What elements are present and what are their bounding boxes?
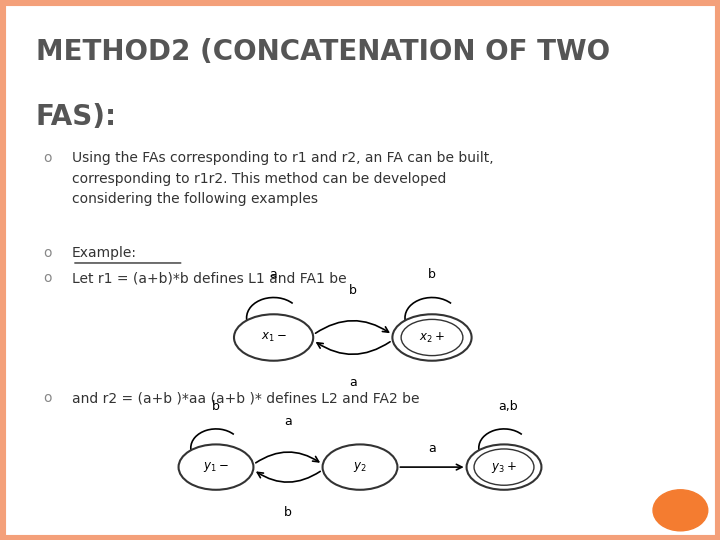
Text: o: o xyxy=(43,271,52,285)
Text: METHOD2 (CONCATENATION OF TWO: METHOD2 (CONCATENATION OF TWO xyxy=(36,38,610,66)
Text: o: o xyxy=(43,392,52,406)
Text: o: o xyxy=(43,246,52,260)
Text: Let r1 = (a+b)*b defines L1 and FA1 be: Let r1 = (a+b)*b defines L1 and FA1 be xyxy=(72,271,346,285)
Text: b: b xyxy=(428,268,436,281)
Text: b: b xyxy=(212,400,220,413)
Ellipse shape xyxy=(234,314,313,361)
Ellipse shape xyxy=(323,444,397,490)
Text: a,b: a,b xyxy=(498,400,518,413)
Circle shape xyxy=(653,490,708,531)
Ellipse shape xyxy=(179,444,253,490)
Text: $y_1-$: $y_1-$ xyxy=(203,460,229,474)
Text: a: a xyxy=(349,376,356,389)
Text: $y_3+$: $y_3+$ xyxy=(491,460,517,475)
Text: b: b xyxy=(284,506,292,519)
Text: Using the FAs corresponding to r1 and r2, an FA can be built,
corresponding to r: Using the FAs corresponding to r1 and r2… xyxy=(72,151,494,206)
Text: and r2 = (a+b )*aa (a+b )* defines L2 and FA2 be: and r2 = (a+b )*aa (a+b )* defines L2 an… xyxy=(72,392,420,406)
Text: a: a xyxy=(270,268,277,281)
Text: Example:: Example: xyxy=(72,246,137,260)
Text: b: b xyxy=(349,284,356,297)
Text: FAS):: FAS): xyxy=(36,103,117,131)
Text: a: a xyxy=(428,442,436,455)
Text: a: a xyxy=(284,415,292,428)
Text: $x_1-$: $x_1-$ xyxy=(261,331,287,344)
Ellipse shape xyxy=(392,314,472,361)
Text: o: o xyxy=(43,151,52,165)
Ellipse shape xyxy=(467,444,541,490)
Text: $x_2+$: $x_2+$ xyxy=(419,330,445,345)
Text: $y_2$: $y_2$ xyxy=(353,460,367,474)
